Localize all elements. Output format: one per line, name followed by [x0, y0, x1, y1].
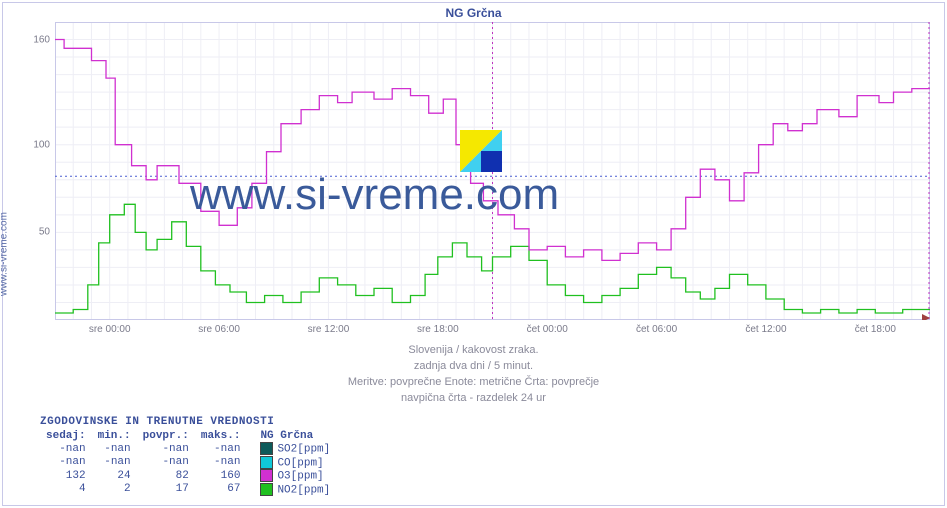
x-tick-label: sre 18:00 — [417, 324, 459, 335]
table-cell: 132 — [40, 469, 92, 482]
caption-line-3: Meritve: povprečne Enote: metrične Črta:… — [0, 374, 947, 391]
table-col-header: sedaj: — [40, 430, 92, 442]
table-row: 1322482160 O3[ppm] — [40, 469, 336, 482]
chart-title: NG Grčna — [0, 6, 947, 20]
table-cell: -nan — [40, 442, 92, 455]
x-tick-label: čet 12:00 — [745, 324, 786, 335]
caption-line-2: zadnja dva dni / 5 minut. — [0, 358, 947, 375]
legend-label: O3[ppm] — [277, 471, 323, 483]
table-row: 421767 NO2[ppm] — [40, 483, 336, 496]
table-header-row: sedaj:min.:povpr.:maks.:NG Grčna — [40, 430, 336, 442]
legend-cell: O3[ppm] — [246, 469, 336, 482]
legend-label: CO[ppm] — [277, 457, 323, 469]
caption-line-1: Slovenija / kakovost zraka. — [0, 342, 947, 359]
x-tick-label: sre 06:00 — [198, 324, 240, 335]
x-tick-label: čet 06:00 — [636, 324, 677, 335]
table-cell: 2 — [92, 483, 137, 496]
table-cell: 82 — [137, 469, 195, 482]
y-tick-label: 50 — [10, 227, 50, 238]
table-col-header: min.: — [92, 430, 137, 442]
legend-label: SO2[ppm] — [277, 444, 330, 456]
table-legend-header: NG Grčna — [246, 430, 336, 442]
legend-swatch — [260, 456, 273, 469]
table-cell: -nan — [195, 442, 247, 455]
y-tick-label: 160 — [10, 34, 50, 45]
legend-cell: SO2[ppm] — [246, 442, 336, 455]
chart-svg — [55, 22, 930, 320]
caption-line-4: navpična črta - razdelek 24 ur — [0, 390, 947, 407]
y-tick-label: 100 — [10, 139, 50, 150]
x-tick-label: čet 18:00 — [855, 324, 896, 335]
legend-cell: NO2[ppm] — [246, 483, 336, 496]
table-cell: 17 — [137, 483, 195, 496]
table-row: -nan-nan-nan-nanCO[ppm] — [40, 456, 336, 469]
x-tick-label: sre 12:00 — [308, 324, 350, 335]
table-col-header: maks.: — [195, 430, 247, 442]
table-col-header: povpr.: — [137, 430, 195, 442]
table-cell: -nan — [92, 442, 137, 455]
table-cell: -nan — [195, 456, 247, 469]
table-cell: 24 — [92, 469, 137, 482]
legend-cell: CO[ppm] — [246, 456, 336, 469]
table-cell: -nan — [137, 456, 195, 469]
stats-table-title: ZGODOVINSKE IN TRENUTNE VREDNOSTI — [40, 416, 336, 428]
x-tick-label: sre 00:00 — [89, 324, 131, 335]
stats-table-area: ZGODOVINSKE IN TRENUTNE VREDNOSTI sedaj:… — [40, 416, 336, 496]
table-row: -nan-nan-nan-nanSO2[ppm] — [40, 442, 336, 455]
table-cell: -nan — [92, 456, 137, 469]
table-cell: 67 — [195, 483, 247, 496]
table-cell: -nan — [137, 442, 195, 455]
legend-swatch — [260, 442, 273, 455]
legend-swatch — [260, 469, 273, 482]
legend-label: NO2[ppm] — [277, 484, 330, 496]
table-cell: 4 — [40, 483, 92, 496]
legend-swatch — [260, 483, 273, 496]
table-cell: -nan — [40, 456, 92, 469]
y-axis-link[interactable]: www.si-vreme.com — [0, 212, 10, 296]
stats-table: sedaj:min.:povpr.:maks.:NG Grčna -nan-na… — [40, 430, 336, 496]
table-body: -nan-nan-nan-nanSO2[ppm]-nan-nan-nan-nan… — [40, 442, 336, 496]
table-cell: 160 — [195, 469, 247, 482]
x-tick-label: čet 00:00 — [527, 324, 568, 335]
plot-area: 50100160sre 00:00sre 06:00sre 12:00sre 1… — [55, 22, 930, 320]
